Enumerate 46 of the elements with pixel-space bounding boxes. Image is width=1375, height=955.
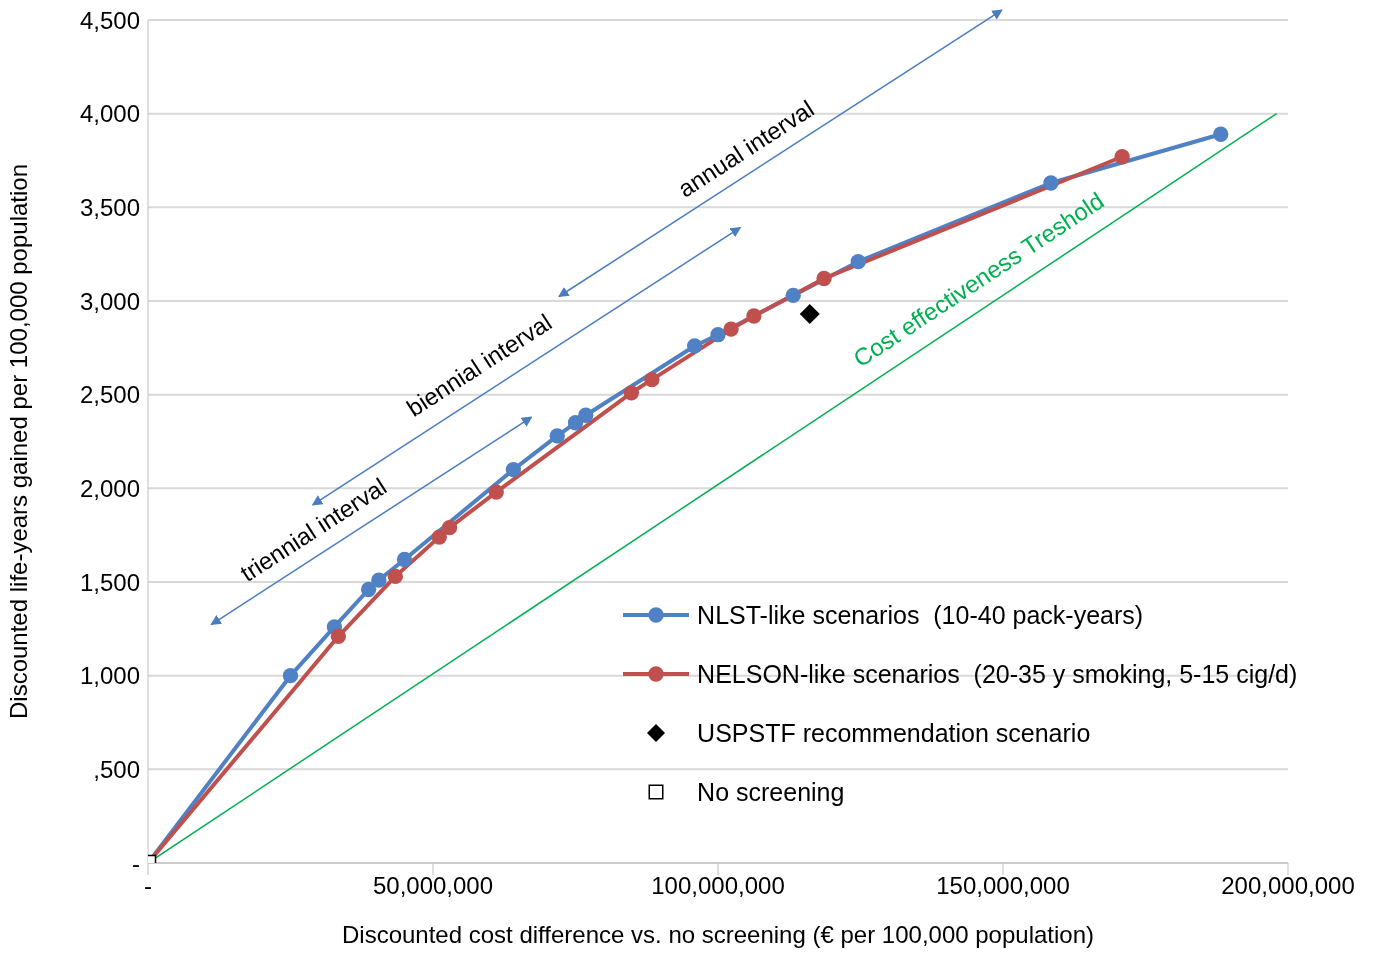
point bbox=[505, 461, 522, 478]
point bbox=[396, 551, 413, 568]
legend-label: USPSTF recommendation scenario bbox=[697, 718, 1091, 748]
y-tick-label: 2,000 bbox=[79, 474, 140, 502]
y-tick-label: 3,000 bbox=[79, 287, 140, 315]
point bbox=[1114, 149, 1130, 165]
x-axis-title: Discounted cost difference vs. no screening (€ per 100,000 population) bbox=[341, 921, 1095, 948]
x-tick-label: 50,000,000 bbox=[372, 872, 494, 900]
point bbox=[371, 572, 387, 588]
x-tick-label: 150,000,000 bbox=[936, 872, 1070, 900]
x-tick-label: 200,000,000 bbox=[1221, 872, 1355, 900]
y-tick-label: 1,000 bbox=[79, 662, 140, 690]
point bbox=[746, 308, 762, 324]
y-tick-label: 2,500 bbox=[79, 381, 140, 409]
point bbox=[710, 327, 726, 343]
point bbox=[578, 407, 594, 423]
point bbox=[644, 372, 660, 388]
point bbox=[1043, 175, 1059, 191]
point bbox=[488, 484, 504, 500]
y-axis-title: Discounted life-years gained per 100,000 population bbox=[4, 163, 32, 720]
legend-label: NELSON-like scenarios (20-35 y smoking, 5-15 cig/d) bbox=[697, 659, 1298, 689]
y-tick-label: 4,500 bbox=[79, 6, 140, 34]
point bbox=[567, 415, 584, 431]
point bbox=[723, 321, 739, 337]
y-tick-label: 4,000 bbox=[79, 100, 140, 128]
point bbox=[816, 270, 832, 287]
y-tick-label: 1,500 bbox=[79, 568, 140, 596]
point bbox=[431, 529, 447, 545]
point bbox=[441, 520, 458, 536]
y-tick-label: ,500 bbox=[93, 755, 140, 783]
point bbox=[360, 581, 377, 598]
point bbox=[850, 254, 866, 270]
y-tick-label: - bbox=[132, 849, 140, 877]
point bbox=[785, 287, 801, 304]
legend-label: NLST-like scenarios (10-40 pack-years) bbox=[697, 600, 1144, 630]
point bbox=[549, 428, 565, 444]
point bbox=[623, 385, 640, 401]
legend-label: No screening bbox=[697, 777, 845, 807]
point bbox=[387, 568, 404, 585]
x-tick-label: 100,000,000 bbox=[651, 872, 785, 900]
point bbox=[686, 338, 703, 354]
point bbox=[282, 668, 299, 684]
point bbox=[330, 628, 347, 644]
point bbox=[799, 304, 820, 325]
point bbox=[1213, 126, 1229, 142]
y-tick-label: 3,500 bbox=[79, 193, 140, 221]
